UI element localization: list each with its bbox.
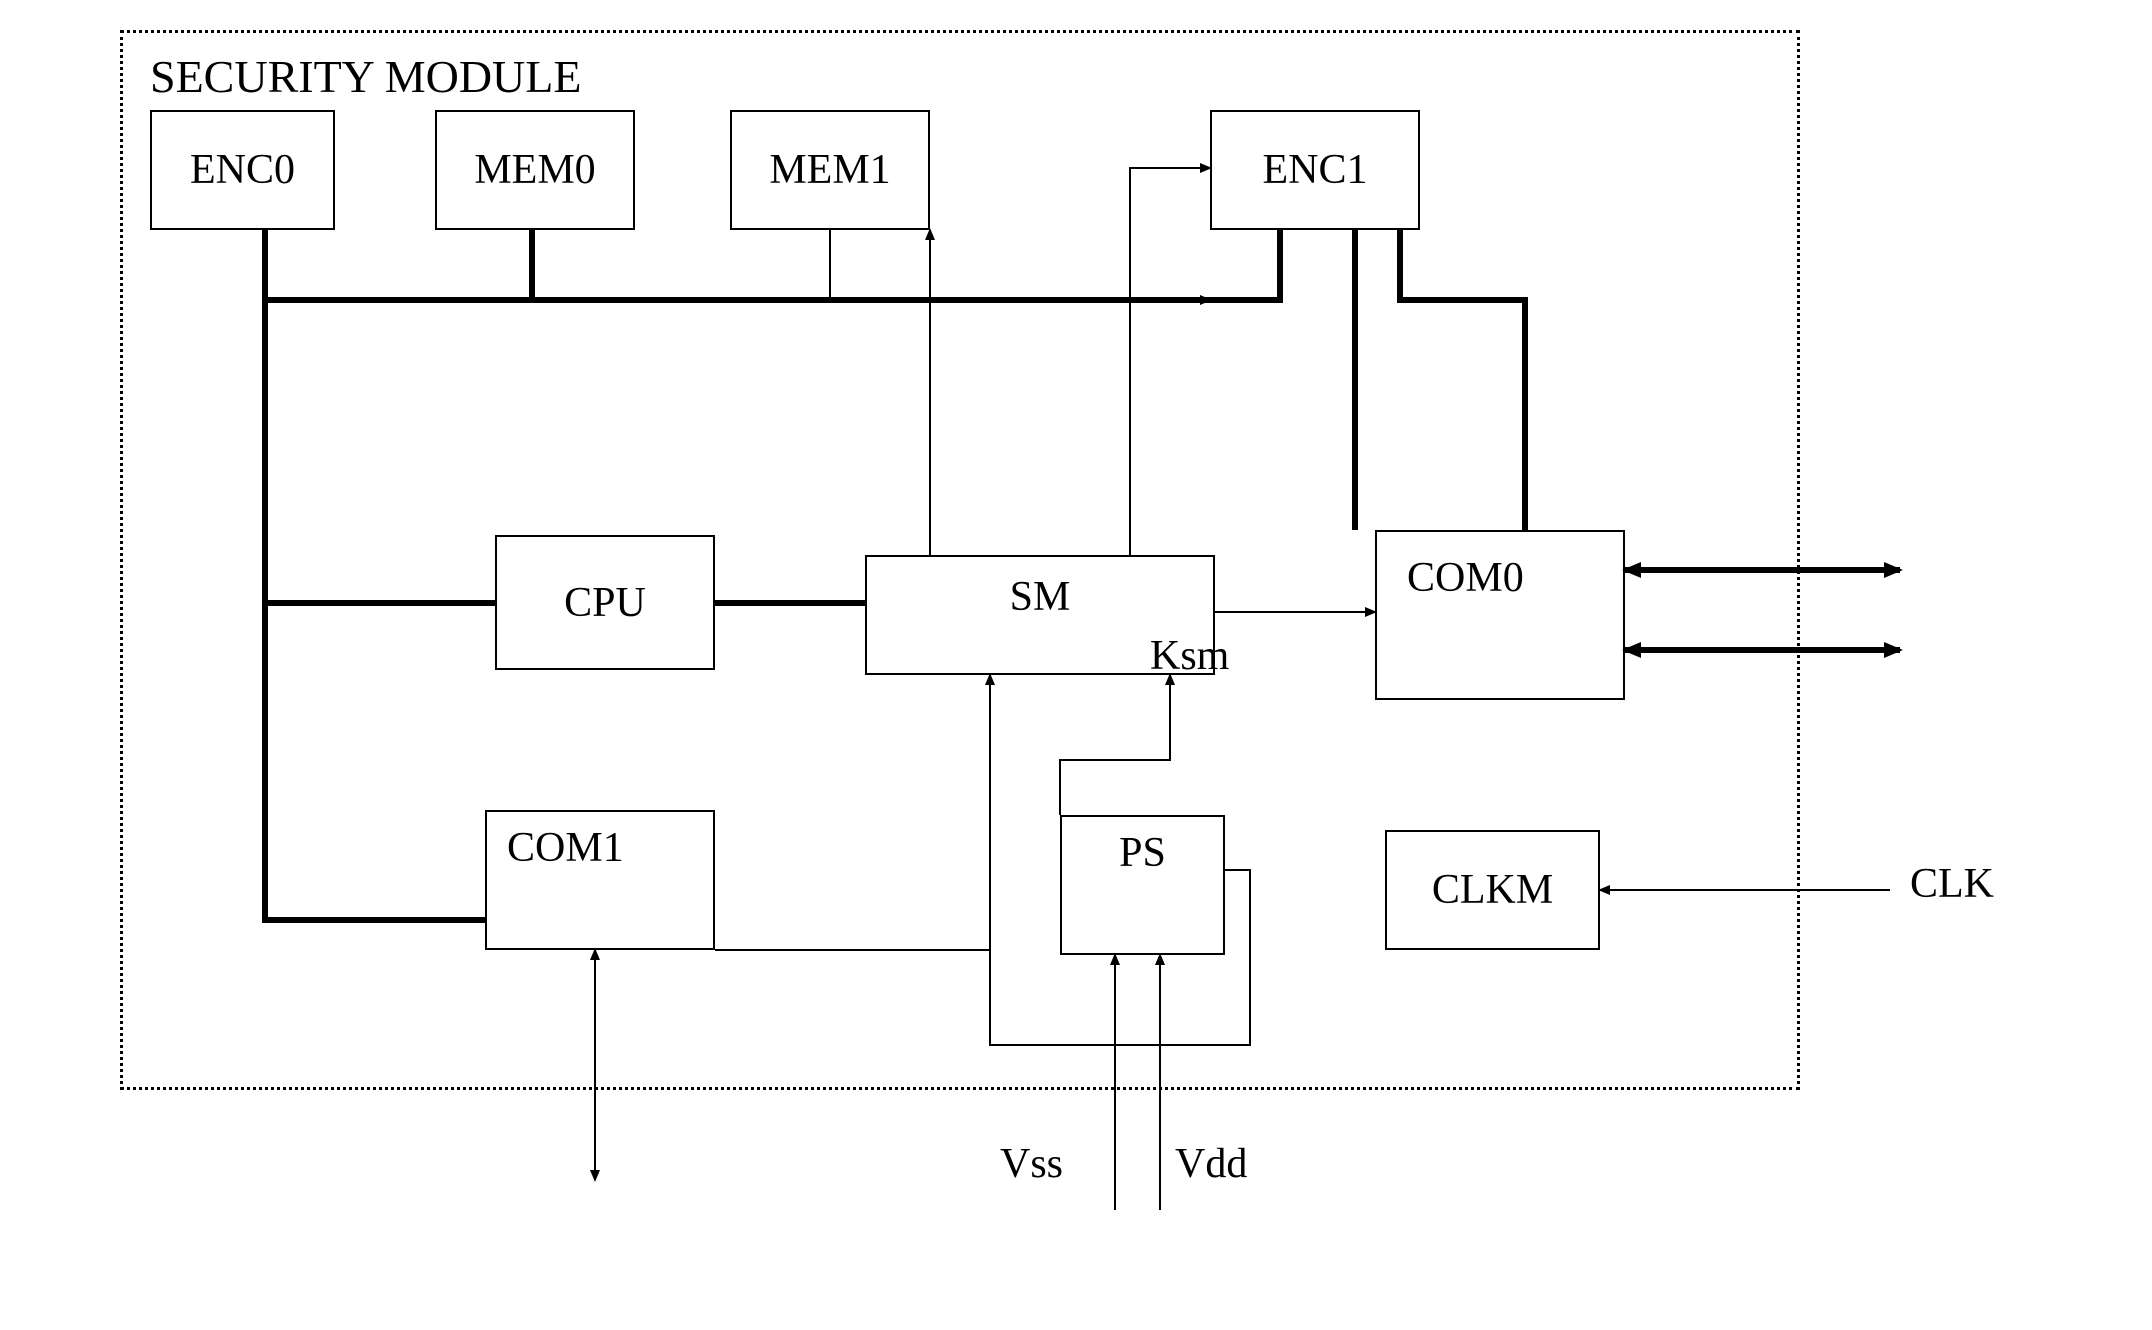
sm-ksm-label: Ksm — [1150, 632, 1229, 680]
security-module-title: SECURITY MODULE — [150, 50, 581, 103]
block-ps: PS — [1060, 815, 1225, 955]
clk-label: CLK — [1910, 860, 1994, 908]
diagram-canvas: SECURITY MODULE ENC0 MEM0 MEM1 ENC1 CPU … — [0, 0, 2152, 1330]
block-ps-label: PS — [1119, 829, 1166, 877]
block-clkm: CLKM — [1385, 830, 1600, 950]
vdd-label: Vdd — [1175, 1140, 1247, 1188]
block-mem1: MEM1 — [730, 110, 930, 230]
block-enc0-label: ENC0 — [190, 146, 295, 194]
block-com0-label: COM0 — [1407, 554, 1524, 602]
block-enc0: ENC0 — [150, 110, 335, 230]
block-mem1-label: MEM1 — [769, 146, 890, 194]
block-mem0: MEM0 — [435, 110, 635, 230]
block-com1-label: COM1 — [507, 824, 624, 872]
block-enc1: ENC1 — [1210, 110, 1420, 230]
block-clkm-label: CLKM — [1432, 866, 1553, 914]
block-com1: COM1 — [485, 810, 715, 950]
block-cpu-label: CPU — [564, 579, 646, 627]
block-com0: COM0 — [1375, 530, 1625, 700]
vss-label: Vss — [1000, 1140, 1063, 1188]
block-enc1-label: ENC1 — [1263, 146, 1368, 194]
block-mem0-label: MEM0 — [474, 146, 595, 194]
block-cpu: CPU — [495, 535, 715, 670]
block-sm-label: SM — [1010, 573, 1071, 621]
